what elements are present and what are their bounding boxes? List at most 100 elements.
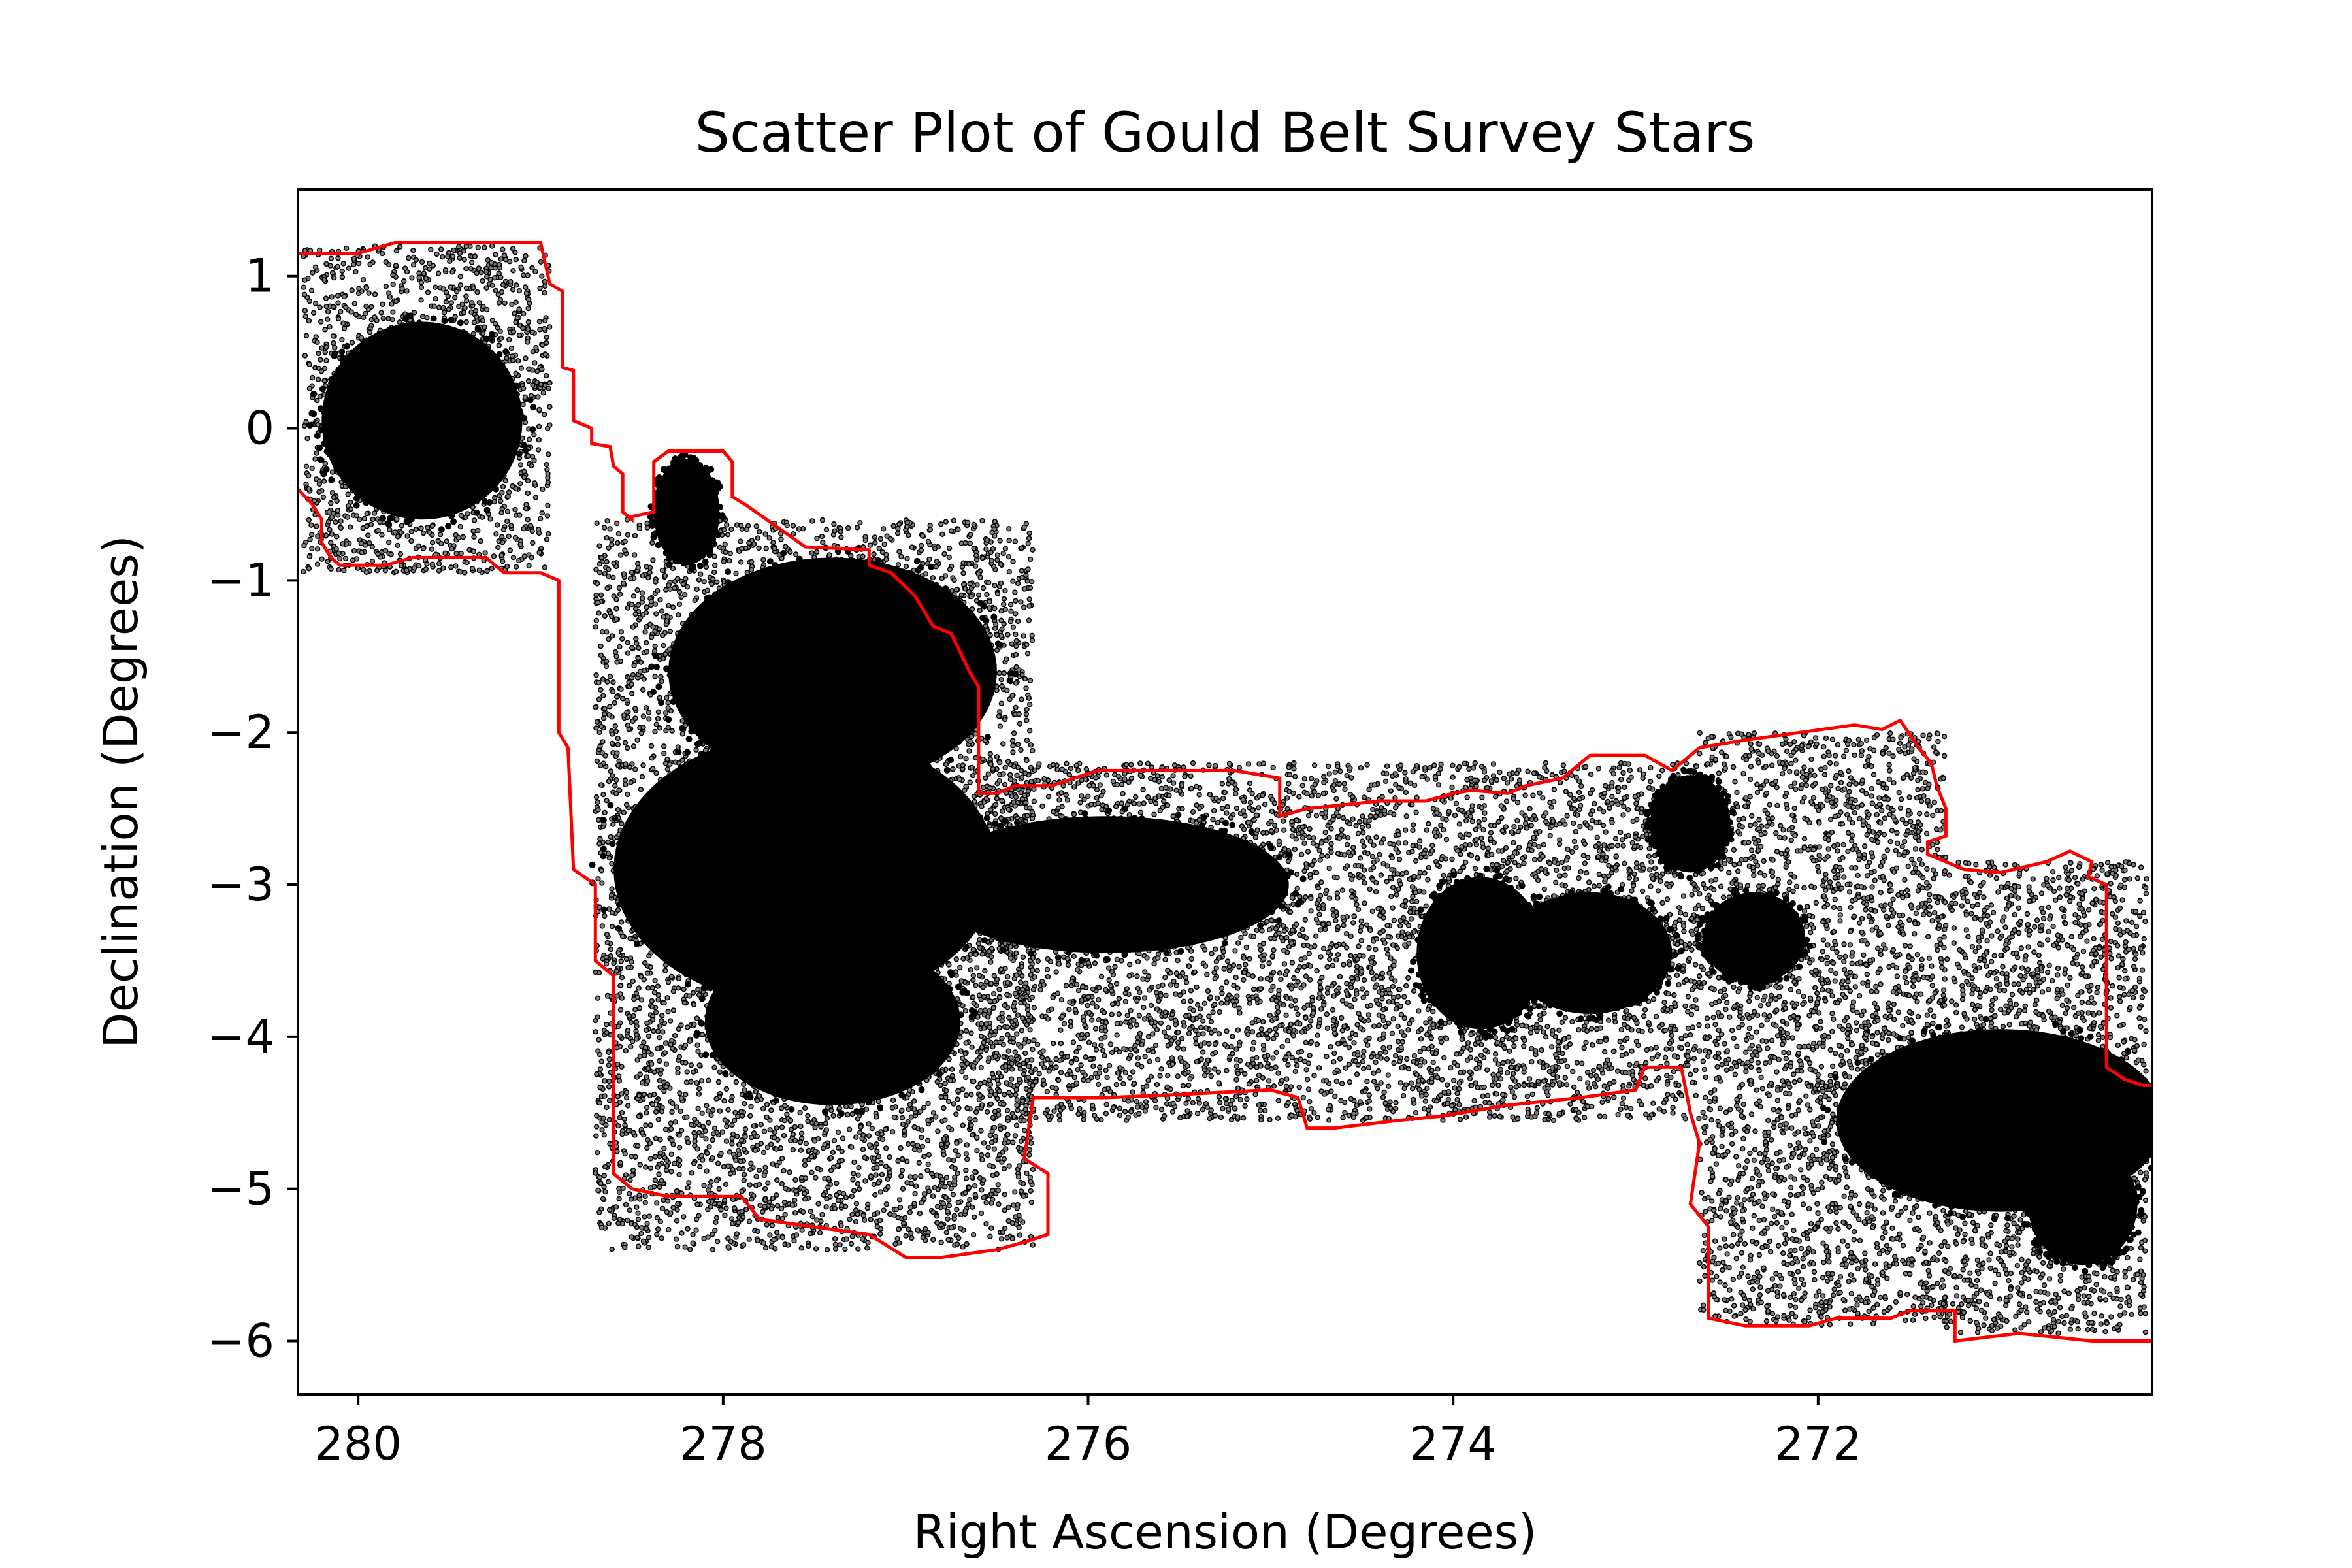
star-point xyxy=(534,495,538,500)
star-point xyxy=(980,519,985,523)
star-point xyxy=(600,1128,604,1132)
star-point xyxy=(525,517,530,522)
star-point xyxy=(307,299,312,304)
star-point xyxy=(494,532,498,536)
star-point xyxy=(506,494,510,498)
star-point xyxy=(596,1188,600,1192)
star-point xyxy=(508,548,512,553)
star-point xyxy=(531,350,535,354)
star-point xyxy=(772,1135,777,1140)
star-point xyxy=(333,520,338,525)
star-point xyxy=(1013,1050,1017,1054)
star-point xyxy=(791,1132,796,1137)
star-point xyxy=(620,1111,625,1115)
star-point xyxy=(476,266,481,270)
star-point xyxy=(904,564,909,569)
star-point xyxy=(845,1113,850,1117)
star-point xyxy=(1019,1139,1023,1143)
star-point xyxy=(644,1111,649,1115)
star-point xyxy=(887,1155,892,1160)
star-point xyxy=(974,1110,979,1115)
star-point xyxy=(505,564,510,569)
star-point xyxy=(857,1166,861,1170)
star-point xyxy=(700,1134,704,1138)
star-point xyxy=(972,1233,976,1237)
star-point xyxy=(722,1164,727,1169)
star-point xyxy=(488,517,493,521)
star-point xyxy=(490,244,495,248)
star-point xyxy=(464,294,468,299)
star-point xyxy=(595,759,600,764)
star-point xyxy=(769,1142,774,1147)
star-point xyxy=(1007,527,1011,531)
star-point xyxy=(376,529,380,533)
star-point xyxy=(660,1109,664,1114)
star-point xyxy=(546,472,550,476)
star-point xyxy=(758,1203,762,1208)
star-point xyxy=(425,562,429,566)
star-point xyxy=(617,1217,622,1222)
star-point xyxy=(458,525,463,529)
star-point xyxy=(603,1190,608,1194)
star-point xyxy=(651,558,655,563)
star-point xyxy=(660,609,664,613)
star-point xyxy=(700,1079,704,1083)
star-point xyxy=(666,583,671,587)
star-point xyxy=(604,798,609,803)
star-point xyxy=(856,1117,860,1121)
star-point xyxy=(640,998,644,1002)
star-point xyxy=(1003,782,1007,787)
star-point xyxy=(600,881,604,885)
star-point xyxy=(501,282,506,287)
star-point xyxy=(481,304,485,309)
star-point xyxy=(336,508,340,513)
star-point xyxy=(695,1016,700,1021)
star-point xyxy=(470,301,474,305)
star-point xyxy=(453,564,458,568)
star-point xyxy=(964,1168,968,1173)
star-point xyxy=(935,1214,939,1218)
star-point xyxy=(373,292,378,297)
star-point xyxy=(534,380,539,385)
star-point xyxy=(886,1184,890,1189)
star-point xyxy=(815,536,819,541)
star-point xyxy=(526,454,531,459)
star-point xyxy=(451,254,455,259)
star-point xyxy=(1017,1233,1022,1237)
star-point xyxy=(597,730,602,735)
star-point xyxy=(956,1088,960,1093)
star-point xyxy=(475,290,480,295)
star-point xyxy=(774,1193,779,1198)
star-point xyxy=(647,710,651,715)
star-point xyxy=(510,302,514,306)
star-point xyxy=(1023,1051,1028,1056)
star-point xyxy=(595,1124,599,1129)
star-point xyxy=(465,299,469,303)
star-point xyxy=(642,714,646,719)
star-point xyxy=(310,466,314,471)
star-point xyxy=(405,534,410,538)
star-point xyxy=(724,1182,728,1186)
star-point xyxy=(825,1116,830,1120)
star-point xyxy=(979,1211,984,1216)
star-point xyxy=(702,580,706,584)
star-point xyxy=(329,295,334,299)
star-point xyxy=(504,356,509,361)
star-point xyxy=(626,1103,630,1108)
star-point xyxy=(668,629,672,634)
star-point xyxy=(774,1126,779,1130)
star-point xyxy=(427,261,432,266)
star-point xyxy=(951,1102,956,1106)
star-point xyxy=(384,568,388,573)
star-point xyxy=(494,289,498,293)
star-point xyxy=(369,523,374,527)
star-point xyxy=(863,1179,868,1183)
star-point xyxy=(340,269,344,274)
star-point xyxy=(614,654,619,659)
star-point xyxy=(302,353,307,358)
star-point xyxy=(908,1102,913,1107)
star-point xyxy=(409,539,414,544)
star-point xyxy=(706,1078,711,1083)
star-point xyxy=(336,317,341,321)
star-point xyxy=(302,544,306,548)
